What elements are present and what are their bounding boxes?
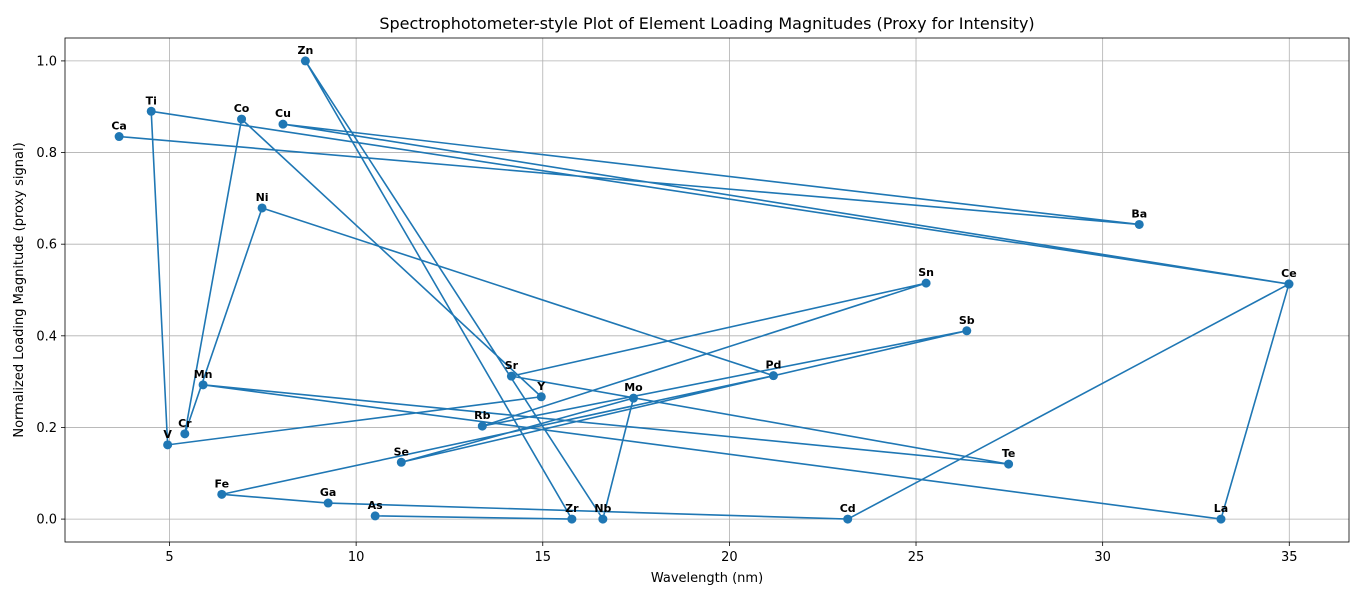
y-tick-label: 1.0	[36, 54, 57, 69]
point-label: Te	[1002, 447, 1016, 460]
point-label: Ni	[256, 191, 269, 204]
point-label: V	[163, 428, 172, 441]
point-label: As	[368, 499, 384, 512]
point-label: Y	[536, 380, 546, 393]
data-point	[114, 132, 124, 142]
point-label: Sn	[918, 266, 934, 279]
point-label: Nb	[594, 502, 611, 515]
data-point	[768, 371, 778, 381]
point-label: Ga	[320, 486, 336, 499]
data-point	[1004, 459, 1014, 469]
point-label: Zr	[565, 502, 579, 515]
data-point	[921, 278, 931, 288]
data-point	[1134, 219, 1144, 229]
data-point	[567, 514, 577, 524]
point-label: Cu	[275, 107, 291, 120]
y-tick-label: 0.2	[36, 421, 57, 436]
y-axis-label: Normalized Loading Magnitude (proxy sign…	[12, 142, 27, 437]
data-point	[1216, 514, 1226, 524]
point-label: Sb	[959, 314, 975, 327]
series-path	[119, 60, 1290, 520]
point-label: Cr	[178, 417, 192, 430]
point-label: Mo	[624, 381, 643, 394]
data-point	[843, 514, 853, 524]
y-tick-label: 0.0	[36, 513, 57, 528]
axis-ticks: 5 10 15 20 25 30 35 0.0 0.2 0.4 0.6 0.8 1.0	[36, 54, 1297, 565]
data-markers	[114, 56, 1294, 524]
series-line	[119, 60, 1290, 520]
x-tick-label: 20	[721, 550, 738, 565]
data-point	[198, 380, 208, 390]
data-point	[598, 514, 608, 524]
data-point	[163, 440, 173, 450]
plot-frame	[64, 37, 1350, 543]
point-label: Pd	[765, 359, 781, 372]
x-axis-label: Wavelength (nm)	[651, 571, 763, 586]
data-point	[180, 429, 190, 439]
point-label: Co	[234, 102, 250, 115]
y-tick-label: 0.6	[36, 238, 57, 253]
point-label: Ti	[146, 94, 157, 107]
point-label: Cd	[840, 502, 856, 515]
point-label: Ba	[1131, 207, 1147, 220]
data-point	[300, 56, 310, 66]
data-point	[146, 106, 156, 116]
chart-title: Spectrophotometer-style Plot of Element …	[379, 14, 1034, 33]
x-tick-label: 10	[348, 550, 365, 565]
point-label: Se	[394, 445, 409, 458]
point-label: Ca	[111, 120, 127, 133]
data-point	[628, 393, 638, 403]
point-label: Fe	[215, 477, 230, 490]
data-point	[237, 114, 247, 124]
x-tick-label: 15	[534, 550, 551, 565]
y-tick-label: 0.4	[36, 329, 57, 344]
data-point	[396, 457, 406, 467]
x-tick-label: 25	[908, 550, 925, 565]
data-point	[477, 421, 487, 431]
data-point	[370, 511, 380, 521]
data-point	[278, 119, 288, 129]
point-label: Zn	[297, 44, 313, 57]
x-tick-label: 30	[1094, 550, 1111, 565]
point-label: Sr	[505, 359, 519, 372]
data-point	[536, 392, 546, 402]
data-point	[962, 326, 972, 336]
data-point	[217, 489, 227, 499]
data-point	[257, 203, 267, 213]
x-tick-label: 5	[165, 550, 173, 565]
data-point	[1284, 279, 1294, 289]
grid	[65, 38, 1349, 542]
point-labels: Ca Ba Cu Ce Ti V Y Co Cr Ni Pd Fe Ga Cd La Mn Te Sr Sn Rb Sb…	[111, 44, 1296, 515]
point-label: Rb	[474, 409, 490, 422]
point-label: Mn	[194, 368, 213, 381]
point-label: Ce	[1281, 267, 1297, 280]
data-point	[323, 498, 333, 508]
point-label: La	[1214, 502, 1228, 515]
x-tick-label: 35	[1281, 550, 1298, 565]
y-tick-label: 0.8	[36, 146, 57, 161]
data-point	[506, 371, 516, 381]
